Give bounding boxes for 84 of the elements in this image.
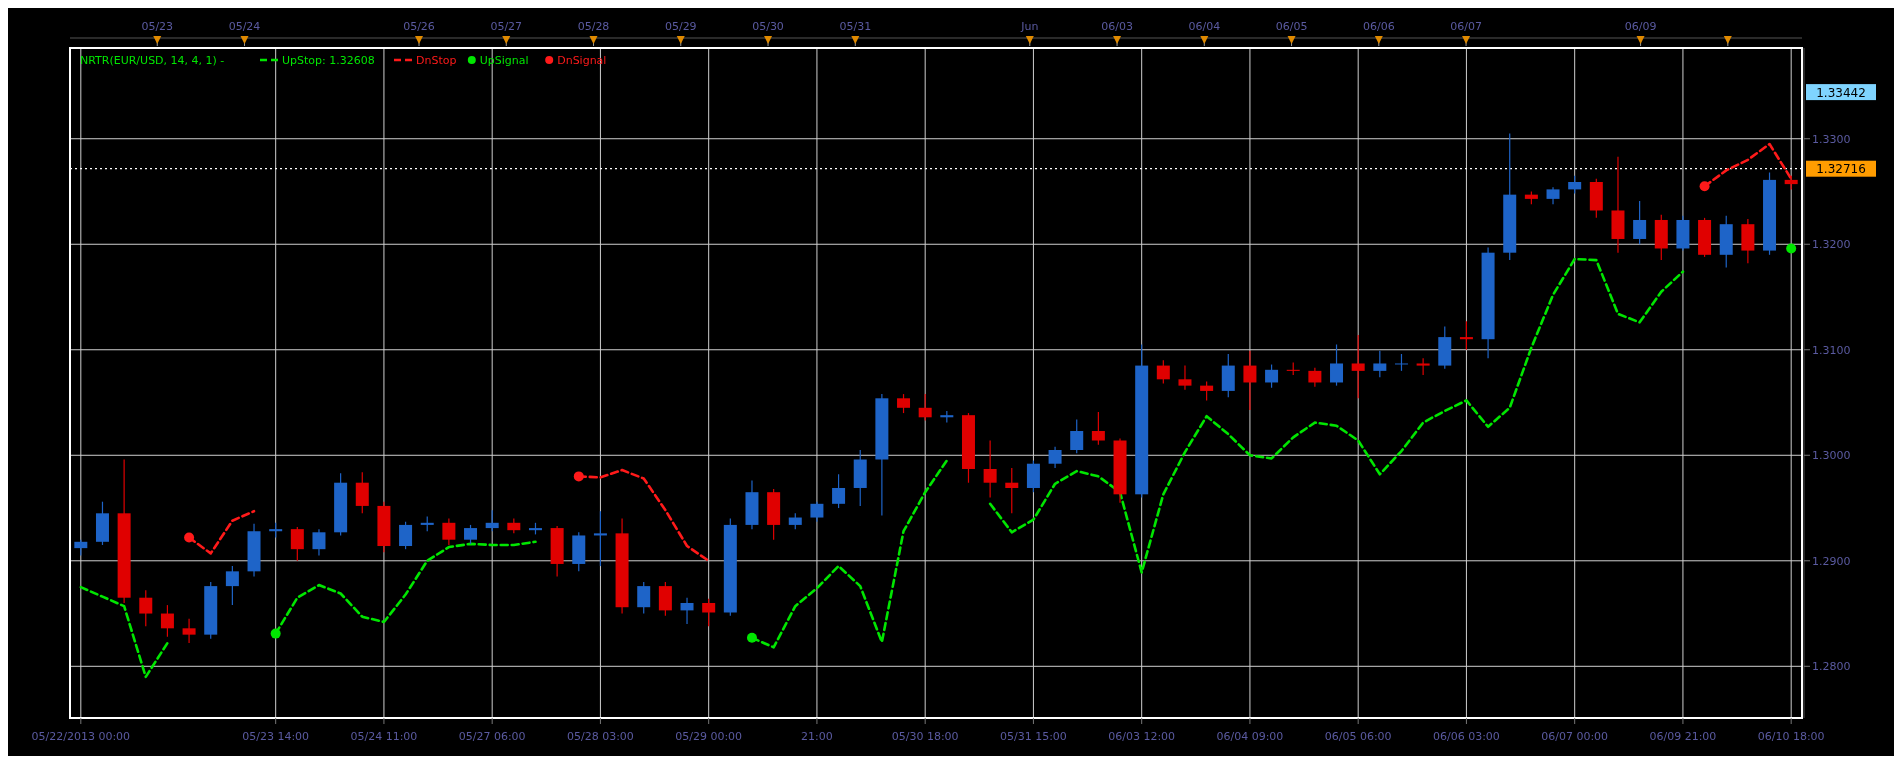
x-tick-label: 06/07 00:00: [1541, 730, 1609, 743]
candlestick: [832, 473, 846, 509]
point: [573, 471, 584, 482]
x2-tick-label: 06/04: [1188, 20, 1221, 33]
y-tick-label: 1.3300: [1812, 132, 1851, 146]
x-tick-label: 05/29 00:00: [675, 730, 743, 743]
candlestick: [1048, 446, 1062, 469]
x2-tick-label: 05/29: [664, 20, 697, 33]
y-tick-label: 1.3000: [1812, 449, 1851, 463]
x2-tick-label: 06/07: [1450, 20, 1482, 33]
x-tick-label: 05/31 15:00: [999, 730, 1067, 743]
candlestick: [1265, 363, 1279, 389]
x-tick-label: 06/05 06:00: [1324, 730, 1392, 743]
x-tick-label: 06/04 09:00: [1216, 730, 1284, 743]
y-tick-label: 1.2900: [1812, 554, 1851, 568]
x2-tick-label: 06/06: [1362, 20, 1395, 33]
point: [746, 632, 757, 643]
candlestick: [225, 565, 239, 606]
x2-tick-label: 05/23: [141, 20, 174, 33]
candlestick: [1005, 467, 1019, 514]
candlestick: [1416, 357, 1430, 376]
legend-label: UpStop: 1.32608: [282, 54, 375, 67]
x2-tick-label: 05/30: [752, 20, 784, 33]
x2-tick-label: 06/03: [1101, 20, 1133, 33]
x-tick-label: 06/06 03:00: [1432, 730, 1500, 743]
candlestick: [1373, 350, 1387, 378]
x-tick-label: 05/23 14:00: [242, 730, 310, 743]
candlestick: [355, 471, 369, 514]
point: [1786, 243, 1797, 254]
candlestick: [918, 393, 932, 422]
candlestick: [680, 597, 694, 625]
candlestick: [290, 526, 304, 562]
price-tag: 1.33442: [1806, 84, 1876, 101]
x-tick-label: 05/24 11:00: [350, 730, 418, 743]
candlestick: [1178, 364, 1192, 391]
x2-tick-label: Jun: [1020, 20, 1039, 33]
candlestick: [464, 524, 478, 545]
candlestick: [182, 618, 196, 644]
x-tick-label: 06/03 12:00: [1108, 730, 1176, 743]
x-tick-label: 21:00: [801, 730, 833, 743]
candlestick: [983, 439, 997, 499]
point: [184, 532, 195, 543]
y-tick-label: 1.2800: [1812, 660, 1851, 674]
x-tick-label: 06/10 18:00: [1757, 730, 1825, 743]
x2-tick-label: 05/27: [490, 20, 523, 33]
candlestick: [312, 528, 326, 557]
x2-tick-label: 05/31: [839, 20, 872, 33]
ref-line-label: 1.32716: [1816, 162, 1866, 177]
y-tick-label: 1.3100: [1812, 343, 1851, 357]
candlestick: [139, 589, 153, 627]
candlestick: [485, 509, 499, 532]
x2-tick-label: 06/09: [1624, 20, 1657, 33]
point: [270, 628, 281, 639]
candlestick: [1351, 334, 1365, 399]
candlestick: [637, 581, 651, 615]
candlestick: [442, 517, 456, 546]
x2-tick-label: 05/28: [577, 20, 610, 33]
candlestick: [593, 510, 607, 567]
candlestick: [1243, 350, 1257, 411]
x2-tick-label: 06/05: [1275, 20, 1308, 33]
candlestick: [1459, 320, 1473, 351]
point: [1699, 181, 1710, 192]
x2-tick-label: 05/26: [403, 20, 435, 33]
x-tick-label: 05/30 18:00: [891, 730, 959, 743]
candlestick: [1156, 359, 1170, 385]
candlestick: [702, 598, 716, 627]
candlestick: [1070, 418, 1084, 454]
x-tick-label: 06/09 21:00: [1649, 730, 1717, 743]
x-tick-label: 05/28 03:00: [566, 730, 634, 743]
candlestick: [160, 604, 174, 638]
candlestick: [1091, 411, 1105, 446]
x-tick-label: 05/27 06:00: [458, 730, 526, 743]
candlestick: [1200, 380, 1214, 402]
candlestick: [1308, 367, 1322, 388]
candlestick: [1633, 200, 1647, 245]
legend-title: NRTR(EUR/USD, 14, 4, 1) -: [80, 54, 225, 67]
candlestick: [399, 521, 413, 550]
candlestick: [1330, 343, 1344, 387]
x2-tick-label: 05/24: [228, 20, 261, 33]
candlestick: [897, 393, 911, 414]
x-tick-label: 05/22/2013 00:00: [31, 730, 131, 743]
y-tick-label: 1.3200: [1812, 238, 1851, 252]
candlestick: [810, 501, 824, 523]
legend-label: DnStop: [416, 54, 457, 67]
